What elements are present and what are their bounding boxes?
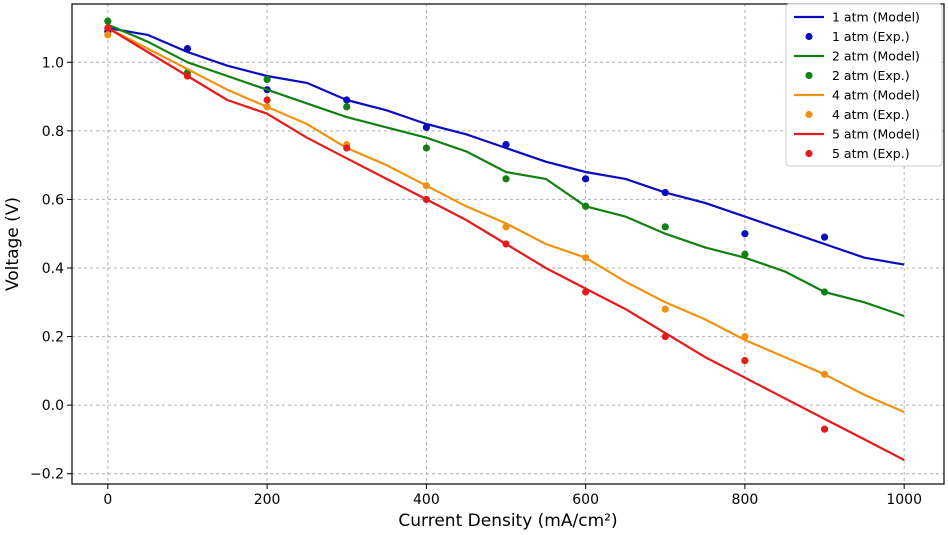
data-point (741, 250, 749, 258)
legend: 1 atm (Model) 1 atm (Exp.) 2 atm (Model) 2 … (785, 3, 943, 167)
data-point (820, 370, 829, 378)
data-point (741, 332, 749, 341)
legend-swatch-marker (805, 71, 813, 80)
legend-label: 2 atm (Model) (832, 49, 920, 64)
legend-label: 5 atm (Model) (832, 127, 920, 142)
data-point (104, 17, 112, 25)
data-point (343, 103, 351, 111)
data-point (820, 288, 829, 296)
data-point (502, 140, 510, 149)
data-point (582, 175, 590, 183)
series-2-atm-exp (104, 17, 829, 296)
data-point (820, 233, 829, 241)
x-tick-label: 400 (413, 492, 440, 508)
data-point (741, 356, 749, 365)
data-point (183, 72, 192, 80)
x-tick-label: 600 (572, 492, 599, 508)
y-tick-label: −0.2 (30, 467, 64, 483)
x-axis-label: Current Density (mA/cm²) (398, 511, 617, 530)
data-point (661, 332, 669, 341)
data-point (661, 188, 669, 197)
legend-label: 1 atm (Model) (832, 10, 920, 25)
data-point (263, 96, 271, 104)
data-point (422, 195, 430, 204)
data-point (343, 144, 351, 152)
x-tick-label: 0 (103, 492, 112, 508)
series-line (107, 27, 905, 414)
legend-label: 4 atm (Exp.) (832, 107, 910, 122)
data-point (263, 103, 271, 111)
legend-swatch-marker (805, 149, 813, 158)
data-point (104, 31, 112, 39)
data-point (820, 425, 829, 433)
x-tick-label: 200 (254, 492, 281, 508)
data-point (582, 202, 590, 210)
data-point (104, 24, 112, 32)
plot-frame (71, 3, 945, 485)
legend-label: 2 atm (Exp.) (832, 68, 910, 83)
y-tick-label: 0.8 (42, 124, 64, 140)
data-point (422, 182, 430, 190)
plot-series (104, 17, 905, 461)
axis-ticks: 0 200 400 600 800 1000 −0.2 0.0 0.2 0.4 0.6 0.8 1.0 (30, 55, 922, 508)
series-2-atm-model (107, 23, 905, 318)
legend-label: 4 atm (Model) (832, 88, 920, 103)
data-point (263, 75, 271, 84)
data-point (582, 254, 590, 262)
data-point (582, 288, 590, 296)
series-5-atm-exp (104, 24, 829, 433)
y-tick-label: 0.4 (42, 261, 64, 277)
data-point (422, 123, 430, 132)
y-tick-label: 0.0 (42, 398, 64, 414)
data-point (661, 305, 669, 313)
data-point (502, 223, 510, 231)
data-point (502, 175, 510, 183)
data-point (741, 230, 749, 238)
legend-swatch-marker (805, 110, 813, 119)
data-point (502, 240, 510, 248)
legend-swatch-marker (805, 32, 813, 41)
series-4-atm-model (107, 27, 905, 414)
y-axis-label: Voltage (V) (3, 197, 23, 291)
legend-label: 5 atm (Exp.) (832, 146, 910, 161)
data-point (422, 144, 430, 152)
data-point (343, 96, 351, 104)
x-tick-label: 1000 (886, 492, 922, 508)
x-tick-label: 800 (732, 492, 759, 508)
data-point (183, 44, 192, 53)
legend-box (785, 3, 943, 167)
data-point (661, 223, 669, 231)
y-tick-label: 0.2 (42, 330, 64, 346)
series-line (107, 23, 905, 318)
legend-label: 1 atm (Exp.) (832, 29, 910, 44)
y-tick-label: 0.6 (42, 192, 64, 208)
y-tick-label: 1.0 (42, 55, 64, 71)
